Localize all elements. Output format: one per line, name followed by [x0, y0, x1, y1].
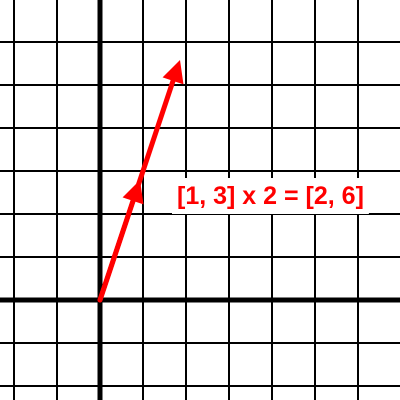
vectors — [97, 60, 184, 303]
equation-label-background — [172, 178, 369, 214]
vector-shaft — [97, 196, 137, 303]
vector-arrowhead — [162, 60, 184, 85]
vector-2 — [97, 180, 144, 303]
equation-label: [1, 3] x 2 = [2, 6] — [177, 182, 364, 210]
vector-arrowhead — [122, 180, 144, 205]
